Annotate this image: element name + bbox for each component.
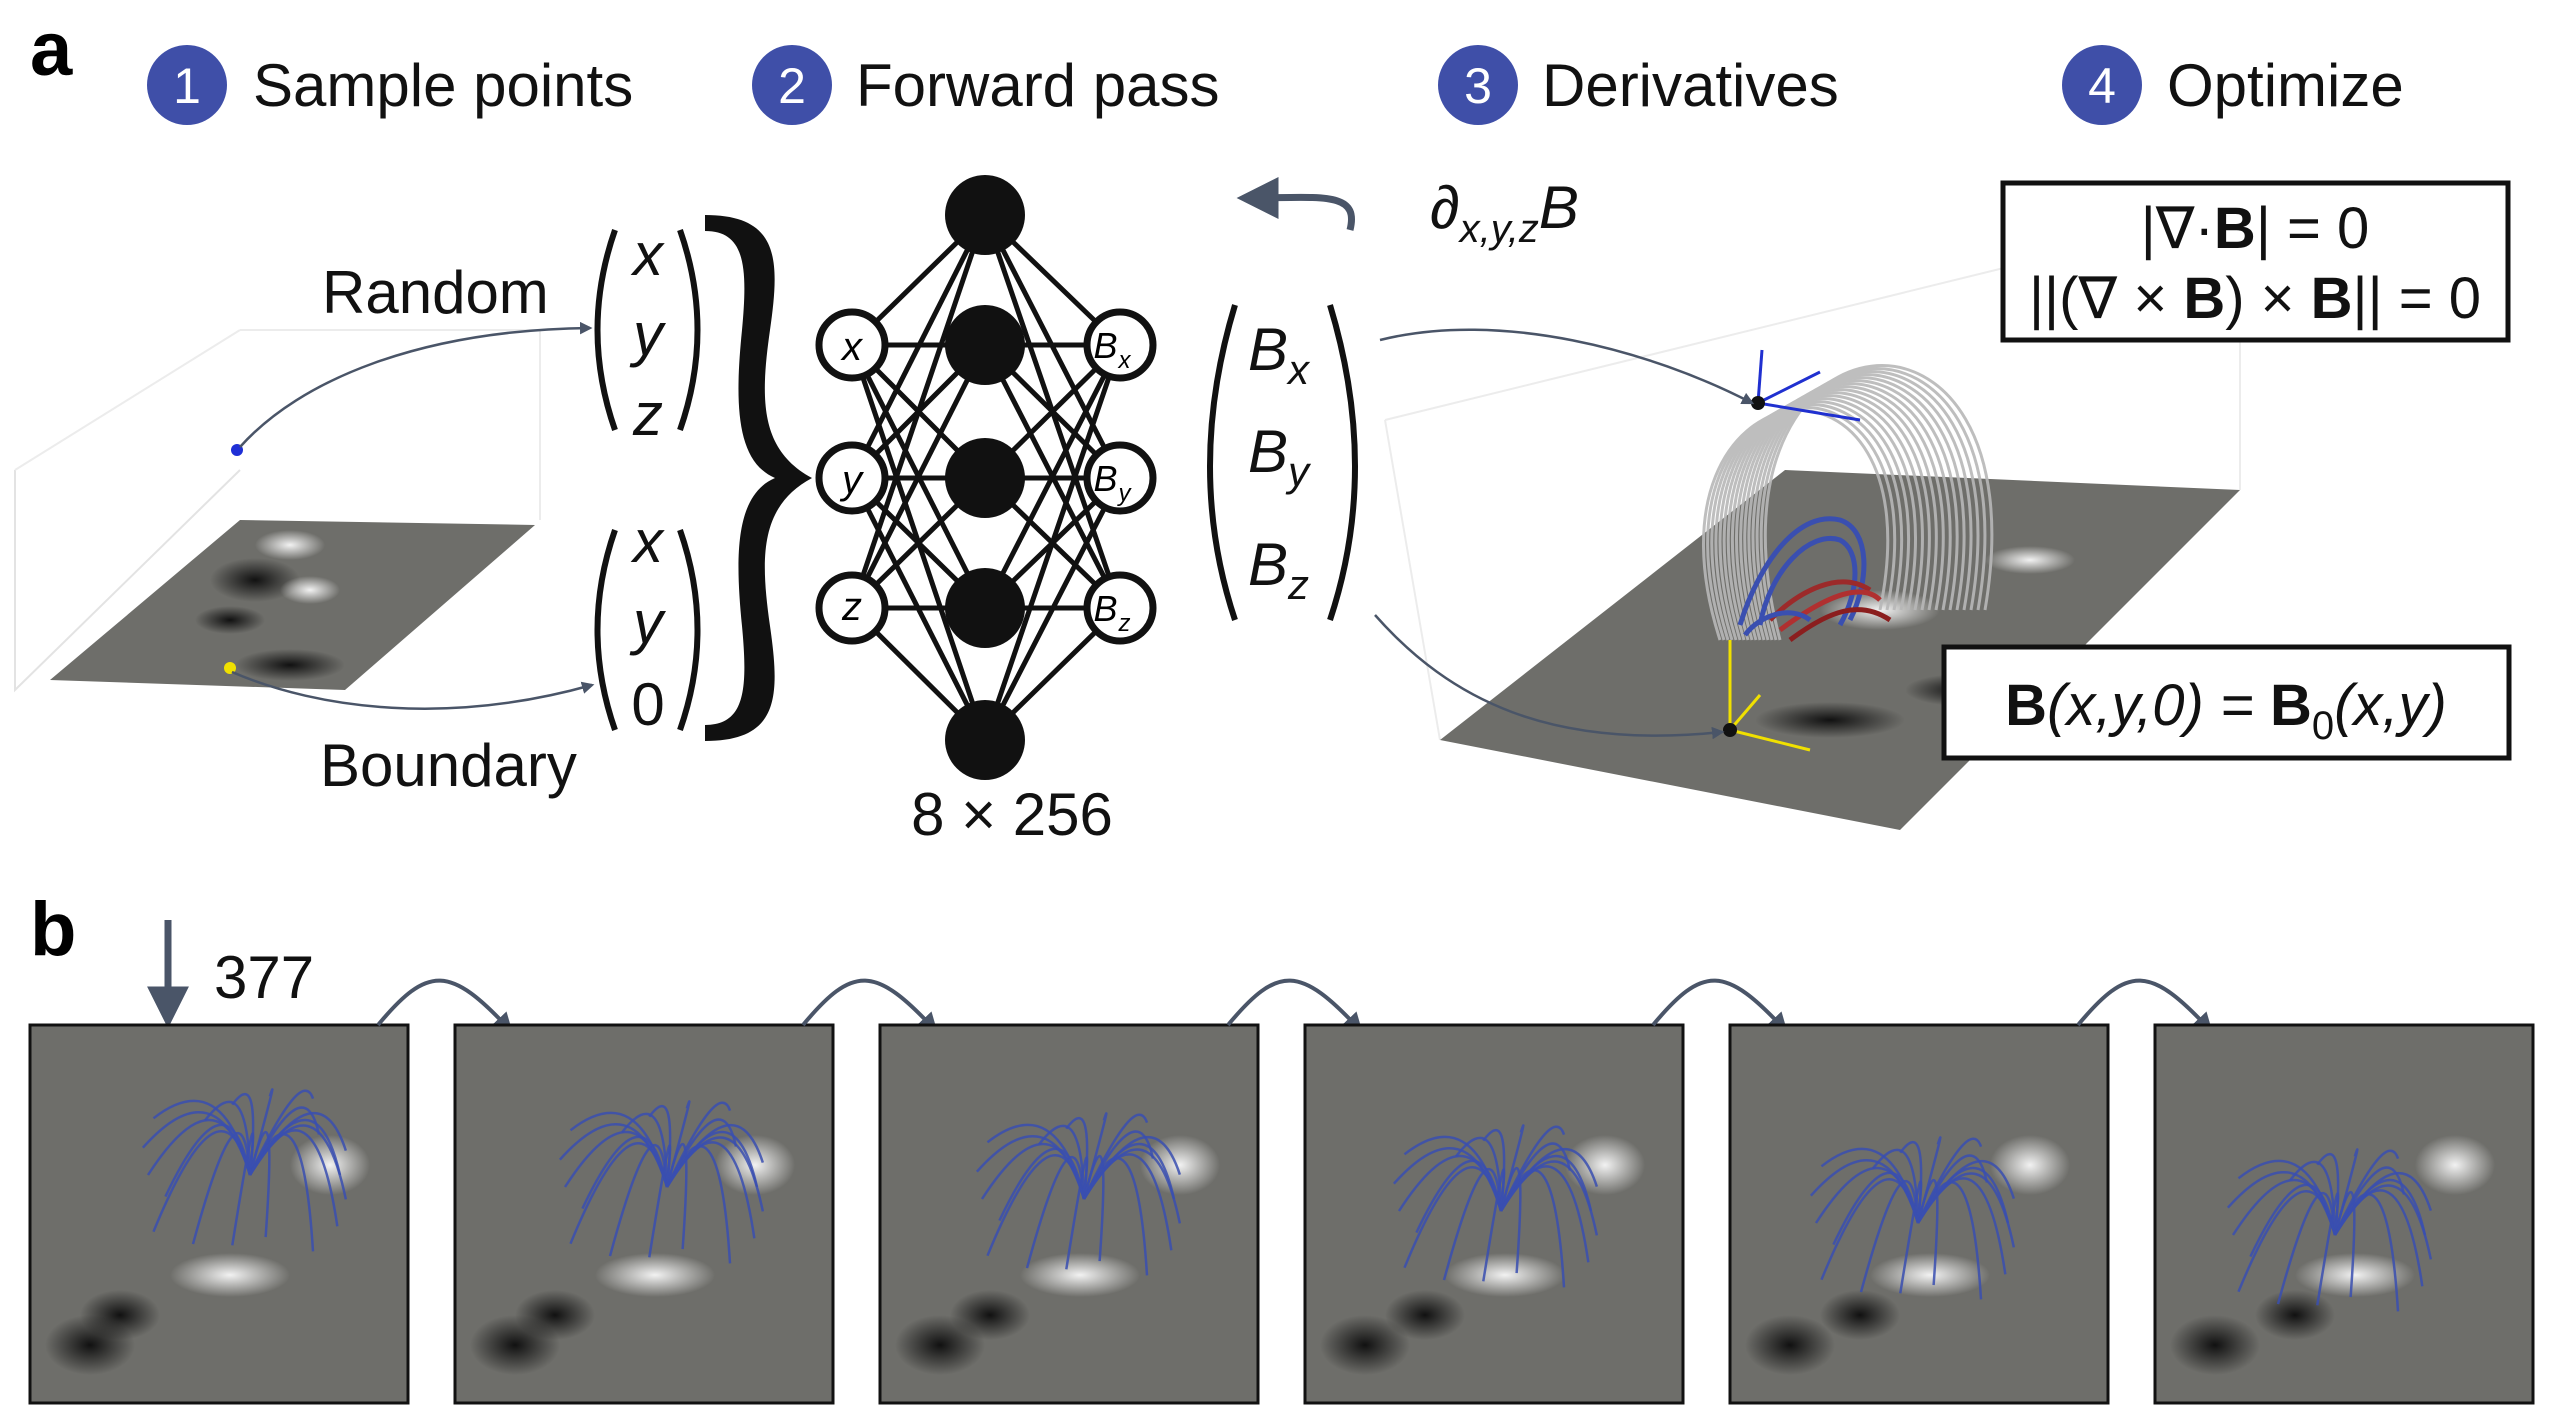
boundary-vector-y: y xyxy=(629,589,667,656)
merge-brace xyxy=(705,215,812,741)
step-2: 2 Forward pass xyxy=(752,45,1219,125)
hidden-node-top xyxy=(945,175,1025,255)
step-1-label: Sample points xyxy=(253,52,633,119)
sequence-arrow-4 xyxy=(1651,978,1788,1033)
boundary-point xyxy=(224,662,236,674)
output-vector: Bx By Bz xyxy=(1207,304,1358,621)
hidden-node-1 xyxy=(945,305,1025,385)
frame-1 xyxy=(28,1023,410,1405)
step-1: 1 Sample points xyxy=(147,45,633,125)
input-node-x-label: x xyxy=(840,325,864,369)
output-node-bx-label: Bx xyxy=(1093,325,1131,374)
sequence-arrow-5 xyxy=(2076,978,2213,1033)
output-vector-bz: Bz xyxy=(1248,531,1309,608)
backprop-arrow xyxy=(1236,176,1355,231)
left-magnetogram xyxy=(50,520,535,690)
sequence-arrow-2 xyxy=(801,978,938,1033)
panel-b-letter: b xyxy=(30,887,76,972)
frame-5 xyxy=(1728,1023,2110,1405)
boundary-loss-box: B(x,y,0) = B0(x,y) xyxy=(1941,644,2512,761)
output-vector-by: By xyxy=(1248,418,1312,495)
divergence-equation: |∇·B| = 0 xyxy=(2141,196,2370,261)
start-label: 377 xyxy=(214,944,314,1011)
extrapolation-volume xyxy=(1374,209,2241,830)
random-label: Random xyxy=(322,259,549,326)
force-free-equation: ||(∇ × B) × B|| = 0 xyxy=(2029,266,2481,331)
frame-2 xyxy=(453,1023,835,1405)
sequence-arrow-3 xyxy=(1226,978,1363,1033)
step-3-number: 3 xyxy=(1464,58,1492,114)
derivative-triad xyxy=(1756,349,1861,422)
step-3: 3 Derivatives xyxy=(1438,45,1839,125)
random-vector-x: x xyxy=(630,221,665,288)
random-vector-y: y xyxy=(629,301,667,368)
frame-6 xyxy=(2153,1023,2535,1405)
boundary-label: Boundary xyxy=(320,732,577,799)
step-4-circle xyxy=(2062,45,2142,125)
input-node-z-label: z xyxy=(841,585,862,629)
boundary-vector-zero: 0 xyxy=(631,671,664,738)
step-1-circle xyxy=(147,45,227,125)
hidden-node-bottom xyxy=(945,700,1025,780)
sampling-volume xyxy=(14,321,595,710)
output-node-by xyxy=(1083,441,1157,515)
step-4-label: Optimize xyxy=(2167,52,2404,119)
output-node-bz xyxy=(1083,571,1157,645)
output-node-bz-label: Bz xyxy=(1093,588,1130,637)
step-2-number: 2 xyxy=(778,58,806,114)
boundary-vector: x y 0 xyxy=(594,508,701,738)
step-3-circle xyxy=(1438,45,1518,125)
frame-4 xyxy=(1303,1023,1685,1405)
frame-3 xyxy=(878,1023,1260,1405)
step-3-label: Derivatives xyxy=(1542,52,1839,119)
physics-loss-box: |∇·B| = 0 ||(∇ × B) × B|| = 0 xyxy=(2000,180,2511,343)
input-node-y-label: y xyxy=(839,458,865,502)
hidden-node-2 xyxy=(945,438,1025,518)
output-node-by-label: By xyxy=(1093,458,1132,507)
step-4: 4 Optimize xyxy=(2062,45,2404,125)
neural-network: x y z Bx By Bz xyxy=(815,175,1157,780)
random-vector: x y z xyxy=(594,221,701,448)
input-node-y xyxy=(815,441,889,515)
panel-a-letter: a xyxy=(30,7,73,92)
step-1-number: 1 xyxy=(173,58,201,114)
network-size-label: 8 × 256 xyxy=(911,781,1113,848)
sequence-arrow-1 xyxy=(376,978,513,1033)
derivative-label: ∂x,y,zB xyxy=(1430,174,1579,251)
step-2-label: Forward pass xyxy=(856,52,1219,119)
boundary-vector-x: x xyxy=(630,508,665,575)
panel-a: a 1 Sample points 2 Forward pass 3 Deriv… xyxy=(14,7,2512,848)
input-node-z xyxy=(815,571,889,645)
step-2-circle xyxy=(752,45,832,125)
random-vector-z: z xyxy=(632,381,663,448)
hidden-node-3 xyxy=(945,568,1025,648)
input-node-x xyxy=(815,308,889,382)
time-series-frames xyxy=(28,978,2535,1405)
boundary-triad xyxy=(1728,640,1811,752)
step-4-number: 4 xyxy=(2088,58,2116,114)
panel-b: b 377 xyxy=(28,887,2535,1405)
output-node-bx xyxy=(1083,308,1157,382)
output-vector-bx: Bx xyxy=(1248,316,1311,393)
boundary-equation: B(x,y,0) = B0(x,y) xyxy=(2005,673,2447,748)
